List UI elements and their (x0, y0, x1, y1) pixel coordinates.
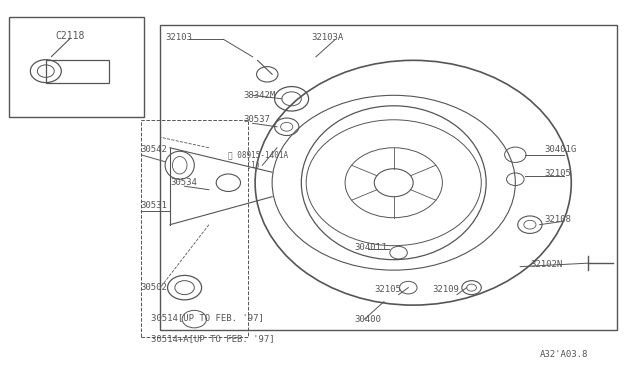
Text: 30542: 30542 (141, 145, 168, 154)
Text: 32102N: 32102N (530, 260, 562, 269)
Text: 30514+A[UP TO FEB. '97]: 30514+A[UP TO FEB. '97] (150, 334, 274, 343)
Text: 32108: 32108 (545, 215, 572, 224)
Text: 32103: 32103 (165, 33, 192, 42)
Text: 32103A: 32103A (311, 33, 343, 42)
Text: 30502: 30502 (141, 283, 168, 292)
Bar (141, 120, 248, 337)
Bar (160, 25, 618, 330)
Text: C2118: C2118 (56, 31, 85, 41)
Text: 32105: 32105 (374, 285, 401, 294)
Text: ⓦ 08915-1401A
    (1): ⓦ 08915-1401A (1) (228, 150, 289, 170)
Text: 30401J: 30401J (355, 243, 387, 252)
Text: 30534: 30534 (170, 178, 197, 187)
Text: 30537: 30537 (243, 115, 270, 124)
Bar (46, 60, 109, 83)
Text: 32105: 32105 (545, 170, 572, 179)
Text: A32'A03.8: A32'A03.8 (540, 350, 588, 359)
Text: 30514[UP TO FEB. '97]: 30514[UP TO FEB. '97] (150, 313, 264, 322)
Text: 32109: 32109 (433, 285, 460, 294)
Text: 38342M: 38342M (243, 91, 275, 100)
Text: 30400: 30400 (355, 315, 381, 324)
Text: 30531: 30531 (141, 201, 168, 210)
Text: 30401G: 30401G (545, 145, 577, 154)
